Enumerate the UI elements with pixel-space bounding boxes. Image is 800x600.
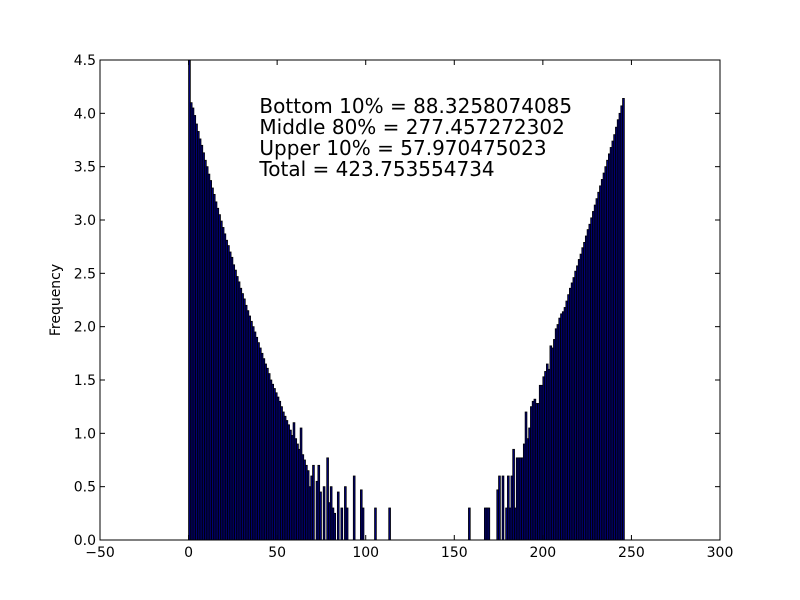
y-tick-label: 4.5 <box>74 53 96 69</box>
x-axis-ticks: −50 0 50 100 150 200 250 300 <box>85 60 733 561</box>
x-tick-label: 250 <box>618 545 645 561</box>
histogram-bar <box>336 491 340 541</box>
x-tick-label: −50 <box>85 545 115 561</box>
x-tick-label: 50 <box>268 545 286 561</box>
histogram-bar <box>498 475 501 541</box>
histogram-bar <box>319 491 322 541</box>
x-tick-label: 300 <box>707 545 734 561</box>
y-axis-label: Frequency <box>48 264 64 336</box>
y-tick-label: 2.5 <box>74 266 96 282</box>
histogram-bar <box>487 507 491 541</box>
histogram-bar <box>374 507 377 541</box>
histogram-bar <box>333 512 336 541</box>
x-tick-label: 150 <box>441 545 468 561</box>
histogram-bar <box>361 507 365 541</box>
y-tick-label: 4.0 <box>74 106 96 122</box>
annotation-line: Total = 423.753554734 <box>258 157 494 181</box>
histogram-bar <box>388 507 391 541</box>
x-tick-label: 0 <box>184 545 193 561</box>
y-tick-label: 1.5 <box>74 373 96 389</box>
histogram-bar <box>622 98 625 541</box>
y-tick-label: 1.0 <box>74 426 96 442</box>
annotation-line: Upper 10% = 57.970475023 <box>259 136 546 160</box>
histogram-bar <box>352 475 356 541</box>
x-tick-label: 200 <box>529 545 556 561</box>
plot-frame <box>99 59 721 541</box>
y-tick-label: 0.5 <box>74 480 96 496</box>
y-tick-label: 2.0 <box>74 320 96 336</box>
histogram-bar <box>345 507 349 541</box>
histogram-bar <box>468 507 471 541</box>
y-tick-label: 3.0 <box>74 213 96 229</box>
y-tick-label: 3.5 <box>74 160 96 176</box>
annotation-line: Bottom 10% = 88.3258074085 <box>259 94 572 118</box>
y-axis-ticks: 0.0 0.5 1.0 1.5 2.0 2.5 3.0 3.5 4.0 4.5 <box>74 53 720 549</box>
x-tick-label: 100 <box>352 545 379 561</box>
histogram-bar <box>340 507 344 541</box>
histogram-bar <box>312 464 315 541</box>
y-tick-label: 0.0 <box>74 533 96 549</box>
histogram-bar <box>322 486 326 541</box>
annotation-line: Middle 80% = 277.457272302 <box>259 115 564 139</box>
histogram-bar <box>501 475 505 541</box>
